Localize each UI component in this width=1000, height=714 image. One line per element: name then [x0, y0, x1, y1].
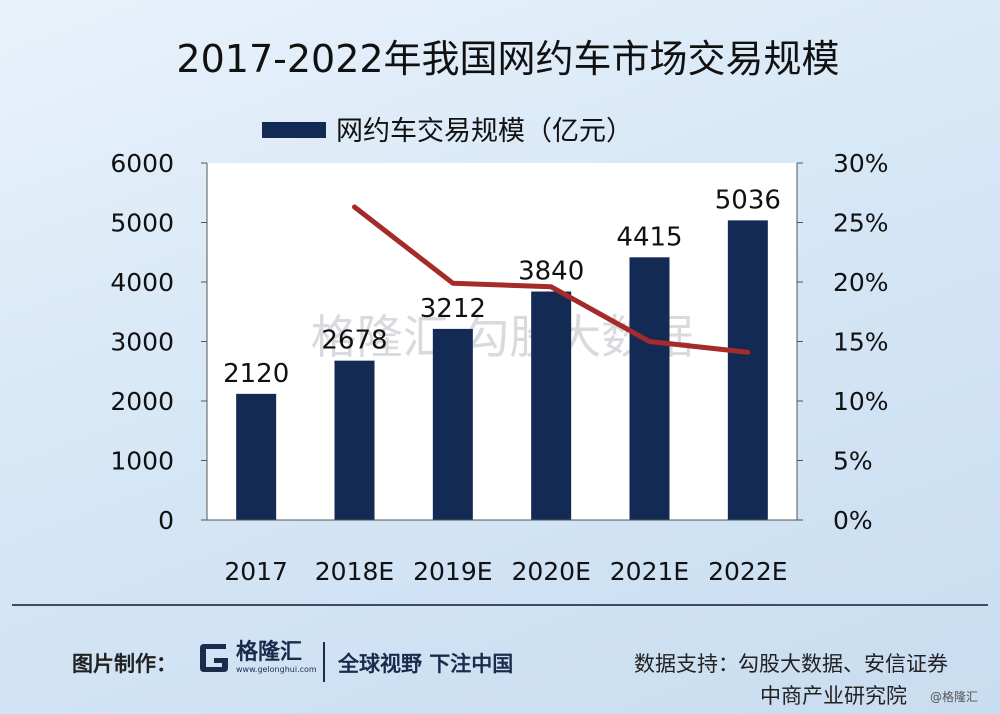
x-tick-label: 2017: [224, 557, 288, 586]
logo: 格隆汇 www.gelonghui.com: [196, 640, 317, 676]
x-tick-label: 2021E: [610, 557, 689, 586]
footer-divider-line: [12, 604, 988, 606]
y-right-tick-label: 10%: [833, 387, 889, 416]
y-right-tick-label: 5%: [833, 447, 873, 476]
sources-label: 数据支持：: [634, 652, 739, 676]
legend-label: 网约车交易规模（亿元）: [336, 116, 633, 147]
y-left-tick-label: 0: [158, 506, 174, 535]
bar-2017: [236, 393, 277, 520]
bar-data-label: 2120: [223, 359, 289, 389]
legend-swatch: [262, 122, 326, 138]
bar-2020E: [531, 291, 572, 520]
y-left-tick-label: 2000: [110, 387, 174, 416]
logo-icon: [200, 644, 228, 672]
y-right-tick-label: 0%: [833, 506, 873, 535]
x-tick-label: 2022E: [708, 557, 787, 586]
bar-2018E: [334, 360, 375, 520]
logo-url: www.gelonghui.com: [236, 665, 317, 674]
y-left-tick-label: 1000: [110, 447, 174, 476]
bar-data-label: 3840: [518, 257, 584, 287]
y-left-tick-label: 6000: [110, 149, 174, 178]
logo-divider: [323, 642, 325, 682]
y-left-tick-label: 4000: [110, 268, 174, 297]
logo-name: 格隆汇: [236, 640, 303, 665]
chart-title: 2017-2022年我国网约车市场交易规模: [176, 37, 839, 81]
y-right-tick-label: 15%: [833, 328, 889, 357]
growth-rate-line: [352, 204, 751, 355]
x-tick-label: 2018E: [315, 557, 394, 586]
x-tick-label: 2020E: [511, 557, 590, 586]
bar-2019E: [432, 328, 473, 520]
plot-area: [207, 163, 797, 520]
y-left-tick-label: 5000: [110, 209, 174, 238]
bar-data-label: 4415: [616, 222, 682, 252]
y-left-tick-label: 3000: [110, 328, 174, 357]
sources-line-2: 中商产业研究院: [760, 684, 907, 708]
bar-2022E: [727, 220, 768, 520]
sources-line-1: 勾股大数据、安信证券: [738, 652, 948, 676]
x-tick-label: 2019E: [413, 557, 492, 586]
credit-label: 图片制作：: [72, 652, 177, 676]
bar-data-label: 3212: [420, 294, 486, 324]
y-right-tick-label: 30%: [833, 149, 889, 178]
bar-data-label: 2678: [321, 326, 387, 356]
corner-watermark: @格隆汇: [930, 690, 979, 704]
y-right-tick-label: 20%: [833, 268, 889, 297]
footer: 图片制作： 格隆汇 www.gelonghui.com 全球视野 下注中国 数据…: [0, 612, 1000, 714]
bar-2021E: [629, 257, 670, 520]
slogan: 全球视野 下注中国: [338, 652, 514, 676]
y-right-tick-label: 25%: [833, 209, 889, 238]
bar-data-label: 5036: [715, 185, 781, 215]
chart: 2017-2022年我国网约车市场交易规模 网约车交易规模（亿元） 格隆汇 勾股…: [110, 37, 889, 586]
